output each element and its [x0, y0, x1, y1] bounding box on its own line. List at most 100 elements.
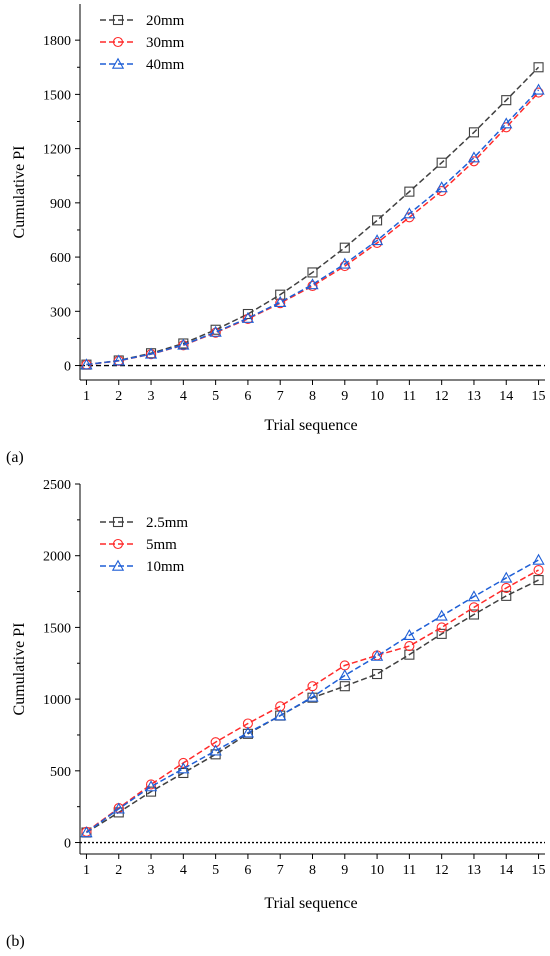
- x-tick-label: 3: [148, 389, 155, 404]
- x-tick-label: 9: [341, 389, 348, 404]
- x-tick-label: 13: [467, 863, 481, 878]
- y-tick-label: 2500: [43, 478, 71, 493]
- data-point: [403, 628, 416, 641]
- series-line: [86, 569, 539, 833]
- y-tick-label: 1000: [43, 693, 71, 708]
- x-tick-label: 2: [115, 389, 122, 404]
- data-point: [533, 564, 544, 576]
- x-tick-label: 4: [180, 389, 187, 404]
- x-tick-label: 1: [83, 389, 90, 404]
- series-line: [86, 559, 539, 834]
- panel-label: (b): [6, 933, 25, 950]
- data-point: [338, 669, 351, 681]
- series-30mm: [81, 87, 544, 370]
- y-tick-label: 600: [50, 251, 71, 266]
- legend-marker: [112, 516, 124, 528]
- data-point: [372, 668, 383, 680]
- panel-label: (a): [6, 449, 24, 466]
- y-tick-label: 1500: [43, 621, 71, 636]
- data-point: [501, 590, 512, 601]
- data-point: [404, 641, 415, 652]
- legend-label: 5mm: [146, 537, 177, 553]
- series-10mm: [80, 553, 545, 838]
- legend-entry-30mm: 30mm: [100, 35, 185, 51]
- data-point: [307, 692, 318, 703]
- x-tick-label: 2: [115, 863, 122, 878]
- y-tick-label: 900: [50, 197, 71, 212]
- data-point: [533, 575, 544, 586]
- data-point: [372, 215, 383, 226]
- data-point: [339, 242, 350, 253]
- x-tick-label: 7: [277, 863, 284, 878]
- data-point: [403, 207, 416, 219]
- legend-label: 30mm: [146, 35, 185, 51]
- x-tick-label: 13: [467, 389, 481, 404]
- data-point: [468, 609, 480, 620]
- series-20mm: [81, 62, 544, 370]
- legend-label: 40mm: [146, 57, 185, 73]
- legend-label: 10mm: [146, 559, 185, 575]
- series-line: [86, 66, 540, 366]
- data-point: [501, 582, 512, 594]
- y-tick-label: 2000: [43, 550, 71, 565]
- data-point: [306, 690, 319, 702]
- x-axis-title: Trial sequence: [264, 895, 357, 912]
- data-point: [177, 762, 190, 774]
- series-line: [86, 579, 539, 834]
- x-tick-label: 11: [403, 389, 416, 404]
- y-tick-label: 1500: [43, 88, 71, 103]
- data-point: [501, 95, 512, 106]
- data-point: [210, 327, 221, 338]
- legend-marker: [112, 538, 124, 550]
- data-point: [435, 181, 448, 193]
- legend-entry-5mm: 5mm: [100, 537, 177, 553]
- data-point: [436, 157, 447, 168]
- x-tick-label: 9: [341, 863, 348, 878]
- x-tick-label: 7: [277, 389, 284, 404]
- data-point: [145, 786, 157, 797]
- x-tick-label: 6: [244, 863, 251, 878]
- data-point: [339, 681, 350, 692]
- y-axis-title: Cumulative PI: [11, 623, 28, 716]
- data-point: [241, 311, 255, 323]
- data-point: [80, 826, 93, 838]
- data-point: [370, 649, 384, 661]
- data-point: [435, 609, 448, 621]
- data-point: [242, 308, 253, 320]
- y-tick-label: 500: [50, 765, 71, 780]
- data-point: [177, 338, 190, 350]
- x-tick-label: 4: [180, 863, 187, 878]
- data-point: [307, 681, 318, 692]
- data-point: [178, 757, 189, 768]
- x-tick-label: 8: [309, 389, 316, 404]
- legend-entry-40mm: 40mm: [100, 57, 185, 73]
- legend-entry-10mm: 10mm: [100, 559, 185, 575]
- data-point: [80, 358, 93, 370]
- data-point: [307, 267, 318, 278]
- legend-marker: [112, 14, 124, 26]
- data-point: [307, 280, 318, 292]
- data-point: [532, 553, 545, 565]
- data-point: [242, 313, 253, 324]
- x-tick-label: 14: [499, 863, 513, 878]
- x-tick-label: 5: [212, 863, 219, 878]
- data-point: [274, 295, 287, 307]
- x-tick-label: 10: [370, 863, 384, 878]
- y-axis-title: Cumulative PI: [11, 146, 28, 239]
- x-tick-label: 15: [532, 863, 546, 878]
- data-point: [112, 802, 125, 814]
- data-point: [306, 278, 319, 290]
- legend-label: 20mm: [146, 13, 185, 29]
- data-point: [436, 622, 447, 633]
- y-tick-label: 0: [64, 360, 71, 375]
- y-tick-label: 300: [50, 305, 71, 320]
- x-tick-label: 3: [148, 863, 155, 878]
- data-point: [370, 234, 384, 246]
- x-tick-label: 12: [435, 389, 449, 404]
- x-tick-label: 10: [370, 389, 384, 404]
- legend-entry-20mm: 20mm: [100, 13, 185, 29]
- x-tick-label: 14: [499, 389, 513, 404]
- x-axis-title: Trial sequence: [264, 417, 357, 434]
